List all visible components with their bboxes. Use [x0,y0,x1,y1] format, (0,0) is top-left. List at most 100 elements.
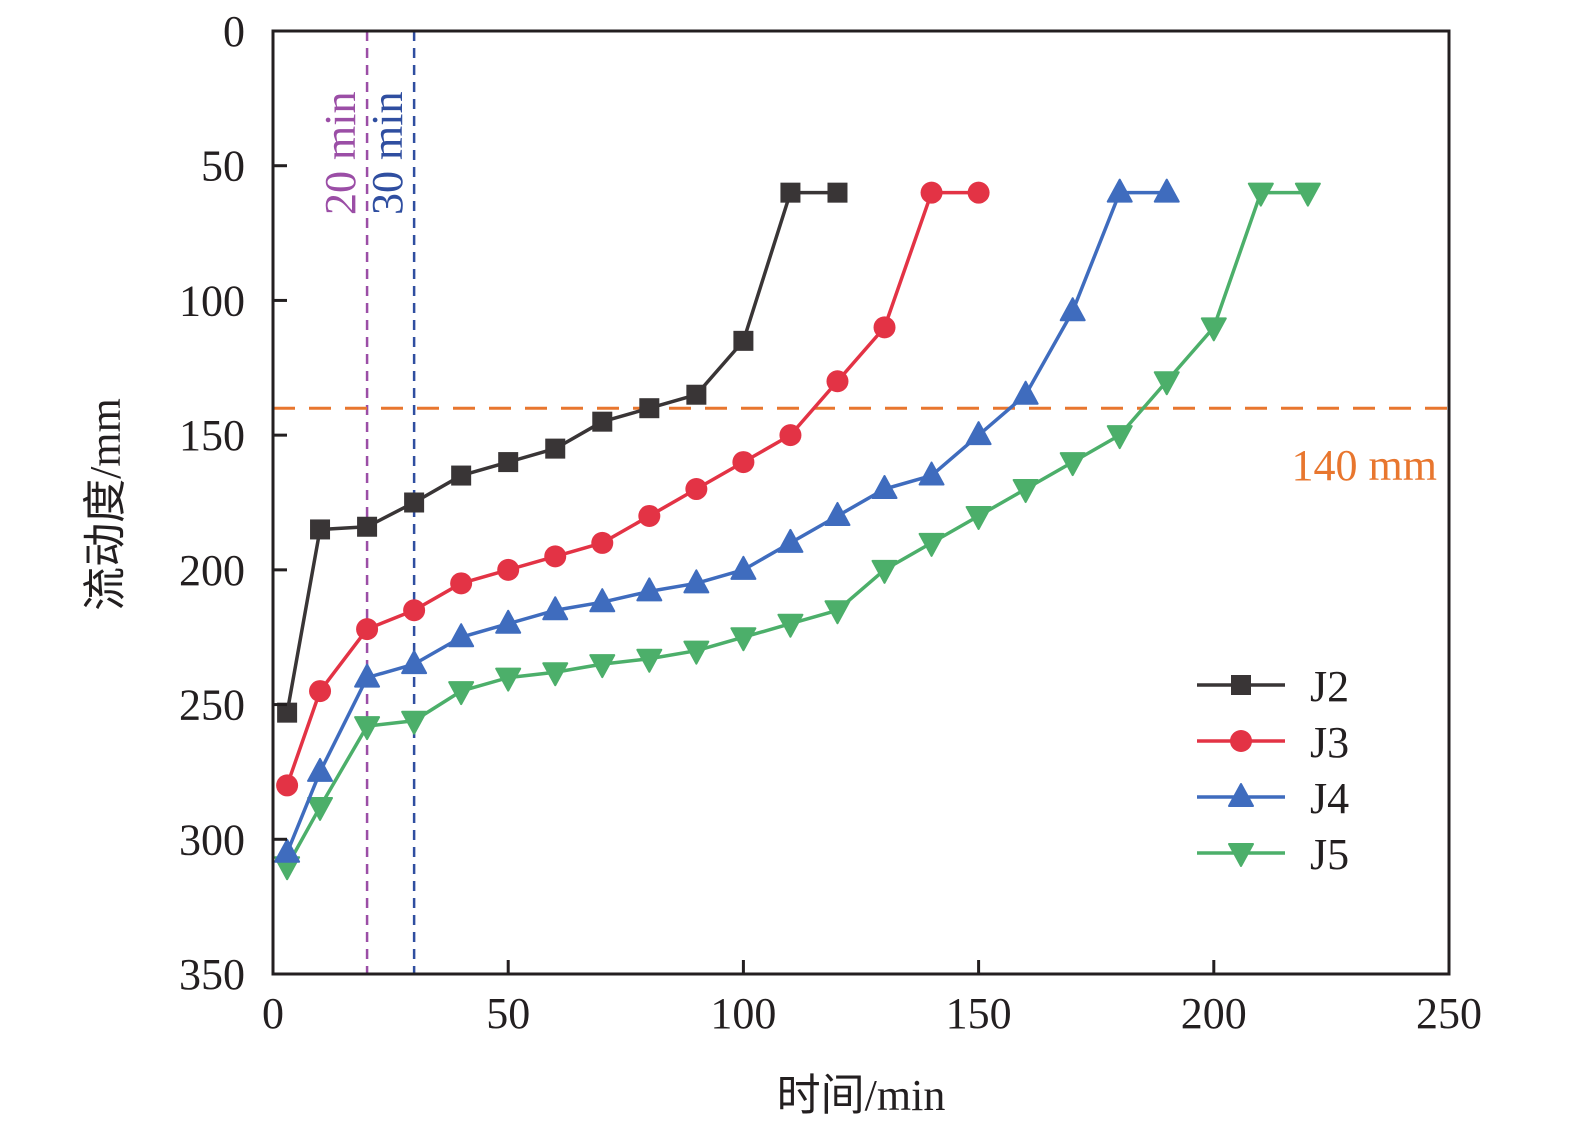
data-point-J3 [544,545,567,568]
data-point-J4 [354,663,381,688]
series-J5 [274,182,1321,881]
data-point-J2 [686,384,707,405]
y-tick-label: 200 [179,546,245,595]
data-point-J5 [401,710,428,735]
series-line-J4 [285,190,1167,854]
data-point-J5 [1059,452,1086,477]
data-point-J5 [871,559,898,584]
data-point-J5 [589,654,616,679]
data-point-J5 [918,532,945,557]
ref-label-20min: 20 min [316,92,365,215]
x-tick-label: 150 [946,989,1012,1038]
legend: J2 J3 J4 J5 [1197,662,1349,879]
legend-label: J2 [1310,662,1349,711]
data-point-J5 [1200,317,1227,342]
x-axis-title: 时间/min [777,1071,946,1120]
series-J2 [277,182,848,723]
x-tick-label: 50 [486,989,530,1038]
x-tick-label: 100 [710,989,776,1038]
data-point-J4 [495,609,522,634]
y-tick-label: 0 [223,7,245,56]
data-point-J2 [545,438,566,459]
data-point-J4 [1012,380,1039,405]
data-point-J4 [871,475,898,500]
data-point-J2 [357,516,378,537]
y-tick-label: 100 [179,276,245,325]
data-point-J3 [403,599,426,622]
data-point-J2 [277,702,298,723]
legend-item-J3: J3 [1197,718,1349,767]
series-layer [274,178,1321,881]
series-line-J3 [285,190,979,786]
legend-item-J4: J4 [1197,774,1349,823]
data-point-J2 [827,182,848,203]
legend-label: J5 [1310,830,1349,879]
ref-label-30min: 30 min [363,92,412,215]
data-point-J4 [824,501,851,526]
data-point-J3 [497,558,520,581]
data-point-J4 [1153,178,1180,203]
y-tick-label: 250 [179,681,245,730]
legend-label: J4 [1310,774,1349,823]
data-point-J2 [780,182,801,203]
data-point-J4 [1059,297,1086,322]
data-point-J5 [777,613,804,638]
data-point-J2 [639,398,660,419]
data-point-J3 [826,370,849,393]
data-point-J2 [592,411,613,432]
y-axis-title: 流动度/mm [81,398,130,611]
legend-marker-J5 [1228,843,1254,867]
reference-lines [273,31,1449,974]
data-point-J5 [1012,479,1039,504]
y-tick-label: 50 [201,142,245,191]
data-point-J4 [542,596,569,621]
x-tick-label: 0 [262,989,284,1038]
data-point-J4 [274,838,301,863]
legend-label: J3 [1310,718,1349,767]
data-point-J4 [683,569,710,594]
legend-item-J2: J2 [1197,662,1349,711]
data-point-J4 [401,650,428,675]
x-tick-label: 250 [1416,989,1482,1038]
data-point-J4 [589,588,616,613]
data-point-J2 [404,492,425,513]
data-point-J2 [310,519,331,540]
data-point-J5 [730,627,757,652]
data-point-J3 [873,316,896,339]
x-tick-label: 200 [1181,989,1247,1038]
data-point-J4 [918,461,945,486]
data-point-J4 [965,421,992,446]
data-point-J4 [307,757,334,782]
series-J4 [274,178,1180,863]
data-point-J3 [450,572,473,595]
y-axis: 0 50 100 150 200 250 300 350 [179,7,287,999]
data-point-J5 [636,648,663,673]
data-point-J5 [683,640,710,665]
data-point-J4 [730,555,757,580]
data-point-J3 [276,774,299,797]
y-tick-label: 350 [179,950,245,999]
data-point-J5 [824,600,851,625]
series-line-J5 [285,190,1308,868]
data-point-J3 [967,181,990,204]
data-point-J5 [1247,182,1274,207]
data-point-J4 [448,623,475,648]
data-point-J3 [309,680,332,703]
data-point-J2 [451,465,472,486]
data-point-J3 [920,181,943,204]
y-tick-label: 300 [179,815,245,864]
data-point-J5 [448,681,475,706]
data-point-J5 [495,667,522,692]
plot-frame [271,29,1451,976]
y-tick-label: 150 [179,411,245,460]
legend-item-J5: J5 [1197,830,1349,879]
data-point-J3 [732,451,755,474]
data-point-J5 [354,716,381,741]
data-point-J2 [733,330,754,351]
data-point-J3 [356,618,379,641]
data-point-J5 [542,662,569,687]
data-point-J5 [965,505,992,530]
data-point-J5 [1153,371,1180,396]
